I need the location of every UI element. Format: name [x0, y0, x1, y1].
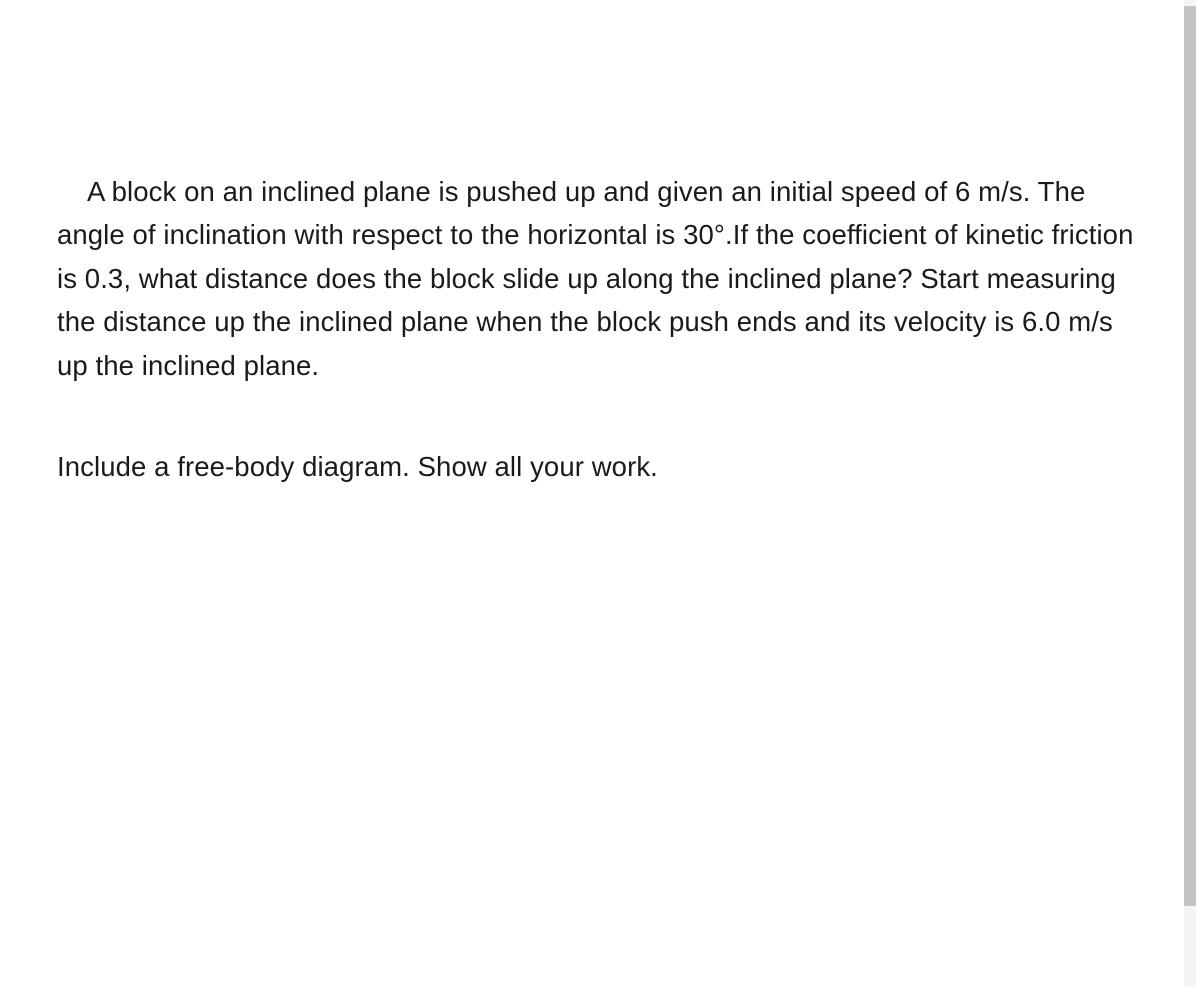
document-page: A block on an inclined plane is pushed u… — [0, 0, 1200, 987]
problem-text-block: A block on an inclined plane is pushed u… — [57, 170, 1147, 489]
scrollbar-thumb[interactable] — [1184, 6, 1196, 906]
problem-paragraph-2: Include a free-body diagram. Show all yo… — [57, 445, 1147, 488]
problem-paragraph-1: A block on an inclined plane is pushed u… — [57, 170, 1147, 387]
